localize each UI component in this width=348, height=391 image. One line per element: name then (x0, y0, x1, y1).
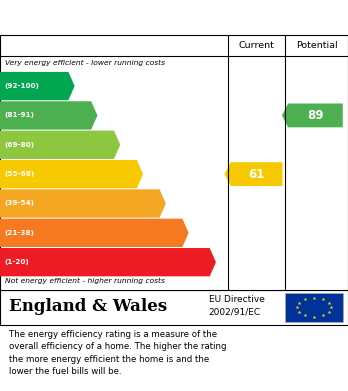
Bar (285, 293, 343, 322)
Text: (21-38): (21-38) (4, 230, 34, 236)
Polygon shape (0, 248, 216, 276)
Polygon shape (0, 219, 189, 247)
Text: (55-68): (55-68) (4, 171, 34, 177)
Text: (92-100): (92-100) (4, 83, 39, 89)
Text: 61: 61 (248, 168, 265, 181)
Text: The energy efficiency rating is a measure of the
overall efficiency of a home. T: The energy efficiency rating is a measur… (9, 330, 226, 377)
Text: B: B (99, 109, 108, 122)
Text: (39-54): (39-54) (4, 201, 34, 206)
Polygon shape (0, 131, 120, 159)
Text: Not energy efficient - higher running costs: Not energy efficient - higher running co… (5, 278, 165, 284)
Text: EU Directive
2002/91/EC: EU Directive 2002/91/EC (209, 295, 265, 316)
Polygon shape (0, 101, 97, 129)
Polygon shape (0, 160, 143, 188)
Polygon shape (224, 162, 283, 186)
Text: G: G (218, 256, 228, 269)
Text: Very energy efficient - lower running costs: Very energy efficient - lower running co… (5, 59, 165, 66)
Text: (81-91): (81-91) (4, 113, 34, 118)
Text: Energy Efficiency Rating: Energy Efficiency Rating (9, 11, 210, 26)
Text: Potential: Potential (296, 41, 338, 50)
Polygon shape (282, 104, 343, 127)
Text: A: A (76, 79, 86, 93)
Text: Current: Current (239, 41, 275, 50)
Text: C: C (122, 138, 131, 151)
Text: (1-20): (1-20) (4, 259, 29, 265)
Text: (69-80): (69-80) (4, 142, 34, 148)
Text: 89: 89 (307, 109, 324, 122)
Polygon shape (0, 72, 74, 100)
Text: E: E (167, 197, 175, 210)
Text: F: F (190, 226, 198, 239)
Text: D: D (145, 168, 155, 181)
Polygon shape (0, 189, 166, 218)
Text: England & Wales: England & Wales (9, 298, 167, 315)
